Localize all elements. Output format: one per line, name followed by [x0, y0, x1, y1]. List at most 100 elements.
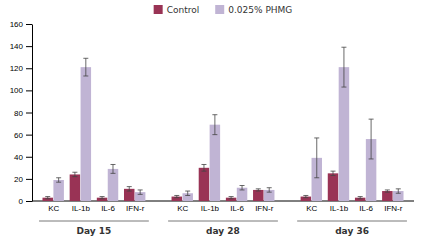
- x-tick-label: IL-1b: [72, 204, 91, 213]
- y-tick-label: 20: [14, 175, 23, 184]
- error-bar: [127, 187, 132, 191]
- y-tick: 120: [10, 64, 32, 73]
- x-tick: KC: [48, 204, 59, 213]
- y-tick: 40: [14, 153, 32, 162]
- y-tick-mark: [26, 46, 32, 47]
- error-bar: [256, 189, 261, 191]
- legend-label: 0.025% PHMG: [228, 5, 292, 15]
- error-bar: [100, 197, 105, 199]
- error-bar-line: [138, 190, 143, 194]
- legend-item: 0.025% PHMG: [215, 5, 292, 15]
- y-tick: 160: [10, 20, 32, 29]
- group-bracket: [168, 221, 278, 222]
- error-bar-line: [72, 172, 77, 176]
- group-label: day 28: [206, 226, 240, 236]
- error-bar-line: [100, 197, 105, 199]
- plot-area: 0 20 40 60 80 100 120 140 160 KC IL-1b IL-6 IFN-r KC I…: [10, 20, 414, 236]
- series: [53, 47, 403, 201]
- x-tick: IL-1b: [72, 204, 91, 213]
- error-bar-line: [83, 58, 88, 76]
- y-tick-label: 40: [14, 153, 23, 162]
- error-bar-line: [303, 195, 308, 197]
- error-bar-line: [45, 197, 50, 199]
- x-tick-label: IL-1b: [330, 204, 349, 213]
- bar: [81, 67, 91, 201]
- y-tick-mark: [26, 157, 32, 158]
- y-tick: 0: [19, 197, 32, 206]
- bar: [253, 190, 263, 201]
- bar: [210, 125, 220, 201]
- y-tick-label: 160: [10, 20, 24, 29]
- y-tick-mark: [26, 90, 32, 91]
- error-bar-line: [267, 188, 272, 192]
- y-tick-mark: [26, 24, 32, 25]
- legend-item: Control: [154, 5, 200, 15]
- y-tick-label: 120: [10, 64, 24, 73]
- x-axis: KC IL-1b IL-6 IFN-r KC IL-1b IL-6 IFN-r KC IL-1b I…: [32, 201, 414, 213]
- x-tick-label: IL-6: [101, 204, 115, 213]
- chart-svg: 0 20 40 60 80 100 120 140 160 KC IL-1b IL-6 IFN-r KC I…: [0, 0, 422, 243]
- error-bar-line: [56, 178, 61, 182]
- x-tick: IFN-r: [255, 204, 274, 213]
- y-tick: 140: [10, 42, 32, 51]
- error-bar-line: [331, 171, 336, 175]
- error-bar: [72, 172, 77, 176]
- error-bar-line: [256, 189, 261, 191]
- legend-swatch: [154, 5, 163, 14]
- x-tick-label: IFN-r: [126, 204, 145, 213]
- marks: [42, 47, 403, 201]
- x-tick-label: IL-6: [359, 204, 373, 213]
- y-tick-label: 0: [19, 197, 24, 206]
- y-tick: 80: [14, 109, 32, 118]
- chart-container: 0 20 40 60 80 100 120 140 160 KC IL-1b IL-6 IFN-r KC I…: [0, 0, 422, 243]
- error-bar: [331, 171, 336, 175]
- bar: [70, 174, 80, 201]
- error-bar: [174, 195, 179, 197]
- y-tick: 60: [14, 131, 32, 140]
- error-bar: [45, 197, 50, 199]
- error-bar: [303, 195, 308, 197]
- y-tick-mark: [26, 201, 32, 202]
- error-bar: [341, 47, 346, 87]
- x-tick-label: IFN-r: [255, 204, 274, 213]
- x-tick: IFN-r: [384, 204, 403, 213]
- error-bar: [267, 188, 272, 192]
- x-tick: IL-6: [101, 204, 115, 213]
- legend-label: Control: [167, 5, 200, 15]
- y-tick-mark: [26, 135, 32, 136]
- group-labels: Day 15day 28day 36: [39, 221, 407, 236]
- y-tick: 20: [14, 175, 32, 184]
- error-bar-line: [385, 190, 390, 192]
- error-bar-line: [240, 186, 245, 190]
- x-tick: KC: [306, 204, 317, 213]
- x-tick-label: KC: [48, 204, 59, 213]
- x-tick-label: KC: [306, 204, 317, 213]
- x-tick: IL-6: [230, 204, 244, 213]
- group-label: Day 15: [77, 226, 112, 236]
- error-bar: [396, 189, 401, 193]
- group-bracket: [39, 221, 149, 222]
- error-bar-line: [341, 47, 346, 87]
- y-tick: 100: [10, 86, 32, 95]
- error-bar: [110, 164, 115, 173]
- bar: [328, 173, 338, 201]
- error-bar-line: [396, 189, 401, 193]
- error-bar-line: [174, 195, 179, 197]
- error-bar-line: [110, 164, 115, 173]
- y-tick-label: 140: [10, 42, 24, 51]
- x-tick-label: IL-1b: [201, 204, 220, 213]
- error-bar-line: [201, 164, 206, 171]
- error-bar: [385, 190, 390, 192]
- error-bar: [56, 178, 61, 182]
- error-bar: [138, 190, 143, 194]
- y-axis-line: [32, 25, 33, 202]
- legend-swatch: [215, 5, 224, 14]
- error-bar: [369, 119, 374, 159]
- error-bar: [229, 197, 234, 199]
- error-bar: [201, 164, 206, 171]
- bar: [199, 168, 209, 201]
- error-bar-line: [358, 197, 363, 199]
- error-bar: [212, 115, 217, 135]
- y-tick-mark: [26, 179, 32, 180]
- x-tick: KC: [177, 204, 188, 213]
